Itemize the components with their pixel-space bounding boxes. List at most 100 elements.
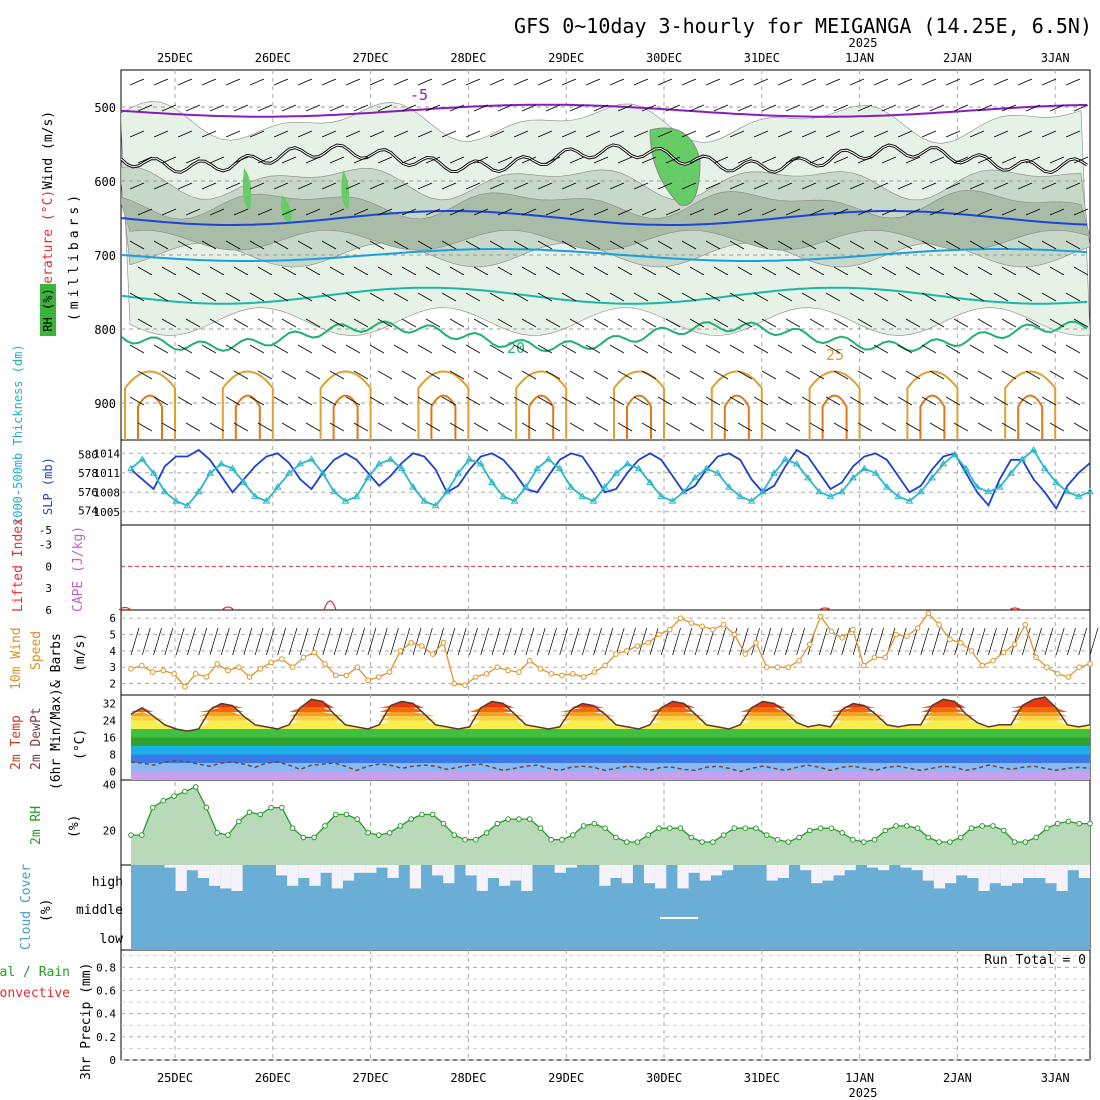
wind-barb-10m (581, 627, 591, 656)
wind-barb (497, 104, 513, 112)
wind-barb (321, 240, 337, 250)
rh-point (139, 832, 145, 838)
wind-barb (593, 208, 609, 216)
wind-barb (585, 130, 601, 138)
wind-barb (1001, 266, 1017, 276)
wind-barb (345, 396, 361, 406)
wind-barb (665, 266, 681, 276)
wind-speed-point (968, 648, 975, 654)
isotherm-20 (121, 320, 1088, 353)
wind-barb (857, 104, 873, 112)
wind-barb (257, 370, 273, 380)
thickness-point (894, 492, 903, 499)
rh-point (451, 832, 458, 838)
wind-barb (801, 130, 817, 138)
rh-axis-label: RH (%) (41, 288, 55, 331)
wind-speed-point (570, 671, 576, 677)
thickness-point (228, 464, 237, 472)
wind-barb (177, 396, 193, 406)
wind-barb (641, 104, 657, 112)
wind-barb (905, 104, 921, 112)
wind-barb (801, 78, 817, 86)
rh-point (785, 839, 792, 845)
rh-point (893, 823, 899, 829)
wind-speed-point (246, 674, 253, 680)
wind-barb (633, 292, 649, 302)
thickness-point (499, 492, 508, 499)
wind-barb (513, 78, 529, 86)
rh-point (753, 825, 759, 832)
wind-barb (857, 370, 873, 380)
temp-color-band (131, 697, 1090, 708)
wind-barb (1017, 182, 1033, 190)
isotherm-5 (121, 210, 1088, 226)
wind-barb (369, 292, 385, 302)
wind-speed-point (386, 669, 393, 675)
wind-barb (417, 396, 433, 406)
wind-barb (801, 182, 817, 190)
wind-speed-point (763, 664, 770, 671)
thickness-axis-label: 1000-500mb Thickness (dm) (11, 344, 25, 525)
cloud-high-bar (644, 865, 656, 884)
wind-barb (569, 156, 585, 164)
wind-speed-point (753, 639, 759, 646)
wind-barb (969, 292, 985, 302)
wind-barb (1065, 344, 1081, 354)
wind-barb (545, 318, 561, 328)
thickness-point (510, 497, 519, 504)
wind-speed-tick-label: 4 (109, 645, 116, 658)
wind-barb (953, 318, 969, 328)
wind-barb (729, 182, 745, 190)
wind-barb (185, 266, 201, 276)
wind-barb (617, 208, 633, 216)
wind-barb (969, 240, 985, 250)
wind-barb (569, 208, 585, 216)
wind-barb (1017, 78, 1033, 86)
wind-barb (1017, 130, 1033, 138)
rh-point (429, 811, 436, 818)
wind-barb (609, 182, 625, 190)
wind-barb (585, 292, 601, 302)
wind-barb (377, 208, 393, 216)
wind-speed-point (397, 648, 404, 654)
rh-point (462, 836, 468, 843)
wind-barb (1001, 422, 1017, 432)
thickness-point (860, 464, 869, 472)
rh-point (246, 809, 253, 816)
wind-barb (417, 240, 433, 250)
rh2m-unit-label: (%) (67, 815, 82, 838)
wind-barb-10m (299, 627, 309, 656)
cape-label: CAPE (J/kg) (71, 526, 86, 612)
cloud-labels: Cloud Cover (%) high middle low (19, 864, 123, 950)
wind-barb (761, 156, 777, 164)
wind-barb (785, 156, 801, 164)
wind-barb (377, 318, 393, 328)
wind-barb (921, 130, 937, 138)
wind-barb (953, 104, 969, 112)
rh2m-labels: 2m RH (%) (29, 806, 82, 845)
wind-barb (225, 396, 241, 406)
wind-barb-10m (897, 627, 907, 656)
wind-speed-point (128, 666, 134, 672)
wind-barb (281, 208, 297, 216)
wind-barb (185, 208, 201, 216)
date-label-bottom: 3JAN (1041, 1071, 1070, 1085)
rh-point (623, 839, 630, 845)
isotherm-30 (332, 394, 359, 440)
wind-speed-point (365, 677, 371, 684)
wind-barb (1073, 422, 1089, 432)
wind-barb (593, 422, 609, 432)
rh-point (182, 788, 188, 795)
pressure-tick-label: 500 (94, 101, 116, 115)
wind-barb (705, 78, 721, 86)
wind-barb (825, 182, 841, 190)
thickness-point (1052, 478, 1061, 485)
wind-barb (1025, 104, 1041, 112)
wind-barb (281, 422, 297, 432)
wind-speed-point (203, 674, 210, 680)
wind-barb (881, 208, 897, 216)
wind-barb (585, 240, 601, 250)
wind-barb (345, 240, 361, 250)
wind-barb (393, 78, 409, 86)
wind-barb (777, 344, 793, 354)
